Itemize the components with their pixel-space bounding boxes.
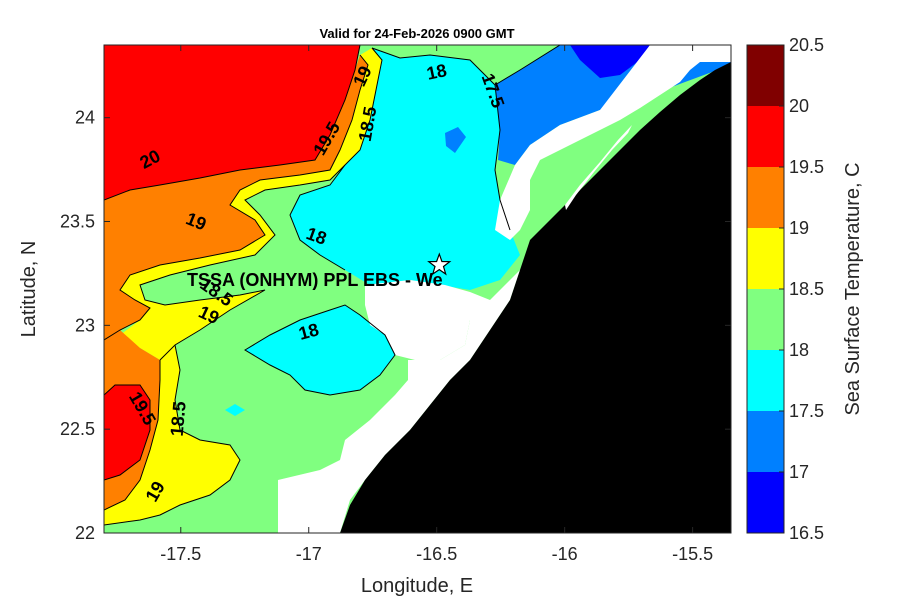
colorbar-tick-label-2: 17.5 xyxy=(789,401,824,421)
x-tick-label-1: -17 xyxy=(296,544,322,564)
colorbar-tick-label-0: 16.5 xyxy=(789,523,824,543)
y-axis: 22 22.5 23 23.5 24 xyxy=(60,108,731,543)
band-17.5-18-island xyxy=(225,404,245,416)
band-19-19.5-region-south xyxy=(104,330,160,510)
x-axis: -17.5 -17 -16.5 -16 -15.5 xyxy=(160,45,713,564)
x-tick-label-3: -16 xyxy=(552,544,578,564)
contour-lines xyxy=(104,45,561,526)
contour-label-12: 18.5 xyxy=(167,400,190,437)
y-tick-label-1: 22.5 xyxy=(60,419,95,439)
land-inlet xyxy=(565,125,632,210)
band-18.5-19-region-south-red xyxy=(104,385,150,480)
contour-18.5-south xyxy=(104,344,241,526)
contour-18-central xyxy=(244,304,396,396)
land-mass xyxy=(340,62,731,533)
band-17.5-18-region-central xyxy=(245,305,395,395)
no-data-region-north xyxy=(495,45,731,240)
band-17-17.5-blob xyxy=(445,127,466,153)
contour-19-south xyxy=(104,360,161,511)
no-data-region-south xyxy=(278,270,520,533)
colorbar-swatch-5 xyxy=(747,167,784,228)
station-layer: TSSA (ONHYM) PPL EBS - We xyxy=(187,252,452,290)
chart-title: Valid for 24-Feb-2026 0900 GMT xyxy=(319,26,514,41)
contour-17.5 xyxy=(494,45,561,86)
colorbar-tick-label-5: 19 xyxy=(789,218,809,238)
y-axis-label: Latitude, N xyxy=(18,241,40,338)
y-tick-label-4: 24 xyxy=(75,108,95,128)
x-tick-label-2: -16.5 xyxy=(416,544,457,564)
station-label: TSSA (ONHYM) PPL EBS - We xyxy=(187,270,443,290)
contour-19.5 xyxy=(104,54,369,341)
colorbar-swatch-4 xyxy=(747,228,784,289)
band-18.5-19-region-south xyxy=(104,345,240,525)
colorbar-tick-label-8: 20.5 xyxy=(789,35,824,55)
colorbar-swatch-3 xyxy=(747,289,784,350)
band-16.5-17-region xyxy=(570,45,650,78)
colorbar: 16.5 17 17.5 18 18.5 19 19.5 20 20.5 xyxy=(746,35,824,543)
y-tick-label-2: 23 xyxy=(75,315,95,335)
station-star-icon xyxy=(427,252,452,276)
plot-frame xyxy=(103,44,732,534)
contour-18 xyxy=(289,164,346,271)
contour-19 xyxy=(139,47,383,361)
colorbar-swatch-1 xyxy=(747,411,784,472)
contour-label-10: 18 xyxy=(296,319,321,344)
contour-label-4: 18 xyxy=(425,60,449,84)
colorbar-tick-label-6: 19.5 xyxy=(789,157,824,177)
contour-19.5-south xyxy=(104,384,151,481)
y-tick-label-3: 23.5 xyxy=(60,212,95,232)
colorbar-swatch-7 xyxy=(747,45,784,106)
y-tick-label-0: 22 xyxy=(75,523,95,543)
x-tick-label-4: -15.5 xyxy=(672,544,713,564)
x-tick-label-0: -17.5 xyxy=(160,544,201,564)
band-19-19.5-region xyxy=(104,55,368,340)
colorbar-swatch-0 xyxy=(747,472,784,533)
no-data-region-central xyxy=(365,280,470,360)
colorbar-tick-label-4: 18.5 xyxy=(789,279,824,299)
colorbar-label: Sea Surface Temperature, C xyxy=(842,162,864,415)
colorbar-tick-label-1: 17 xyxy=(789,462,809,482)
contour-20 xyxy=(104,45,361,201)
x-axis-label: Longitude, E xyxy=(361,575,473,597)
band-17.5-18-region-north xyxy=(290,48,520,290)
colorbar-tick-label-3: 18 xyxy=(789,340,809,360)
band-19.5-20-region xyxy=(104,45,360,200)
colorbar-tick-label-7: 20 xyxy=(789,96,809,116)
colorbar-swatch-2 xyxy=(747,350,784,411)
colorbar-swatch-6 xyxy=(747,106,784,167)
